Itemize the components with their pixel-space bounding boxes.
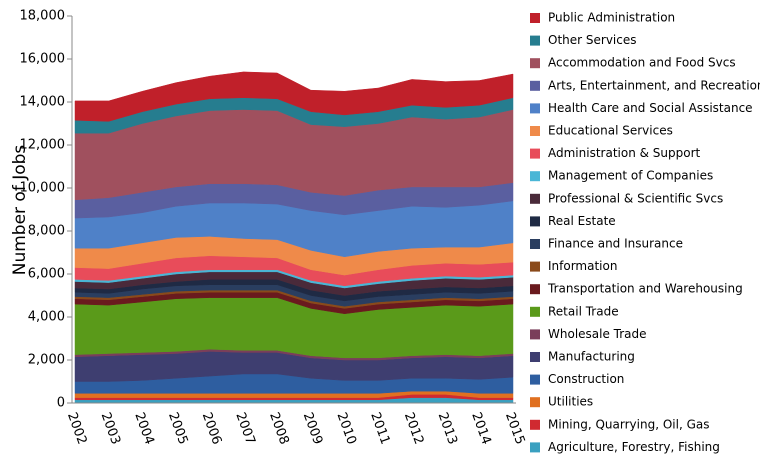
y-tick-label: 4,000 <box>28 310 65 325</box>
legend-swatch <box>530 193 540 204</box>
y-tick-label: 0 <box>57 396 65 411</box>
legend-swatch <box>530 374 540 385</box>
y-tick-label: 2,000 <box>28 353 65 368</box>
x-tick-label: 2006 <box>199 410 224 446</box>
legend-label: Management of Companies <box>548 169 713 183</box>
y-tick-label: 16,000 <box>20 52 66 67</box>
legend-swatch <box>530 126 540 136</box>
legend-swatch <box>530 419 540 430</box>
legend-swatch <box>530 352 540 362</box>
legend-label: Utilities <box>548 395 593 409</box>
area <box>74 71 514 122</box>
x-tick-label: 2014 <box>468 410 493 446</box>
y-tick-label: 18,000 <box>20 9 66 24</box>
legend-swatch <box>530 35 540 46</box>
legend-label: Finance and Insurance <box>548 237 683 251</box>
legend: Agriculture, Forestry, Fishing Mining, Qu… <box>530 11 760 454</box>
y-tick-label: 8,000 <box>28 224 65 239</box>
legend-label: Accommodation and Food Svcs <box>548 56 736 70</box>
legend-swatch <box>530 306 540 317</box>
x-tick-label: 2012 <box>401 410 426 446</box>
legend-label: Other Services <box>548 33 637 47</box>
legend-swatch <box>530 171 540 182</box>
x-tick-label: 2005 <box>165 410 190 446</box>
legend-label: Agriculture, Forestry, Fishing <box>548 440 720 454</box>
legend-swatch <box>530 329 540 340</box>
legend-swatch <box>530 80 540 91</box>
legend-swatch <box>530 261 540 272</box>
y-tick-label: 14,000 <box>20 95 66 110</box>
legend-label: Educational Services <box>548 124 673 138</box>
x-tick-label: 2013 <box>435 410 460 446</box>
legend-label: Wholesale Trade <box>548 327 647 341</box>
legend-swatch <box>530 239 540 249</box>
legend-label: Administration & Support <box>548 146 701 160</box>
legend-swatch <box>530 284 540 295</box>
plot-area <box>74 71 514 404</box>
legend-label: Mining, Quarrying, Oil, Gas <box>548 417 709 431</box>
legend-label: Professional & Scientific Svcs <box>548 191 723 205</box>
x-tick-label: 2004 <box>131 410 156 446</box>
x-tick-label: 2007 <box>232 410 257 446</box>
legend-swatch <box>530 216 540 227</box>
legend-label: Public Administration <box>548 11 675 25</box>
legend-label: Manufacturing <box>548 350 635 364</box>
legend-swatch <box>530 397 540 408</box>
legend-label: Construction <box>548 372 624 386</box>
legend-label: Real Estate <box>548 214 616 228</box>
y-tick-label: 6,000 <box>28 267 65 282</box>
x-tick-label: 2010 <box>333 410 358 446</box>
x-tick-label: 2003 <box>98 410 123 446</box>
legend-swatch <box>530 58 540 69</box>
legend-swatch <box>530 442 540 453</box>
y-axis-label: Number of Jobs <box>10 145 30 276</box>
y-tick-label: 12,000 <box>20 138 66 153</box>
x-tick-label: 2011 <box>367 410 392 446</box>
legend-label: Transportation and Warehousing <box>547 282 743 296</box>
legend-swatch <box>530 13 540 23</box>
area <box>74 297 514 359</box>
legend-swatch <box>530 103 540 114</box>
legend-swatch <box>530 148 540 159</box>
x-tick-label: 2008 <box>266 410 291 446</box>
x-tick-label: 2009 <box>300 410 325 446</box>
legend-label: Health Care and Social Assistance <box>548 101 753 115</box>
y-tick-label: 10,000 <box>20 181 66 196</box>
x-tick-label: 2002 <box>64 410 89 446</box>
legend-label: Information <box>548 259 617 273</box>
legend-label: Retail Trade <box>548 304 619 318</box>
x-tick-label: 2015 <box>502 410 527 446</box>
legend-label: Arts, Entertainment, and Recreation <box>548 78 760 92</box>
